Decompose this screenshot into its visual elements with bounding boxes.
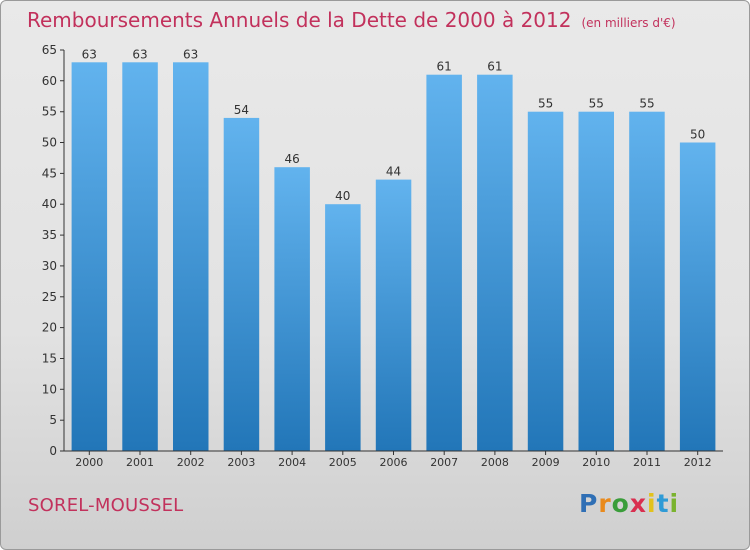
x-tick-label: 2008: [481, 456, 509, 469]
bar-2005: [325, 204, 361, 451]
y-tick-label: 60: [42, 74, 57, 88]
bar-2008: [477, 74, 513, 451]
bar-2000: [71, 62, 108, 452]
value-label: 44: [386, 165, 401, 179]
x-tick-label: 2004: [278, 456, 306, 469]
value-label: 55: [538, 97, 553, 111]
x-tick-label: 2011: [633, 456, 661, 469]
chart-title: Remboursements Annuels de la Dette de 20…: [27, 8, 676, 32]
logo-letter: o: [611, 489, 630, 518]
proxiti-logo: Proxiti: [579, 489, 679, 518]
bar-2007: [426, 74, 462, 451]
bar-2012: [679, 142, 716, 451]
y-tick-label: 0: [49, 444, 57, 458]
y-tick-label: 65: [42, 43, 57, 57]
x-tick-label: 2007: [430, 456, 458, 469]
y-tick-label: 35: [42, 228, 57, 242]
y-tick-label: 10: [42, 382, 57, 396]
logo-letter: i: [669, 489, 680, 518]
bar-2003: [223, 117, 260, 452]
logo-letter: i: [647, 489, 657, 518]
value-label: 46: [284, 152, 299, 166]
title-text: Remboursements Annuels de la Dette de 20…: [27, 8, 572, 32]
value-label: 63: [82, 47, 97, 61]
logo-letter: r: [598, 489, 612, 518]
value-label: 55: [589, 97, 604, 111]
x-tick-label: 2003: [227, 456, 255, 469]
x-tick-label: 2006: [380, 456, 408, 469]
y-tick-label: 30: [42, 259, 57, 273]
bar-2009: [527, 111, 564, 451]
y-tick-label: 55: [42, 105, 57, 119]
logo-letter: x: [629, 489, 647, 518]
y-tick-label: 50: [42, 136, 57, 150]
y-tick-label: 25: [42, 290, 57, 304]
bar-2001: [122, 62, 158, 452]
x-tick-label: 2000: [75, 456, 103, 469]
y-tick-label: 45: [42, 166, 57, 180]
value-label: 61: [487, 60, 502, 74]
value-label: 55: [639, 97, 654, 111]
x-tick-label: 2002: [177, 456, 205, 469]
x-tick-label: 2009: [532, 456, 560, 469]
value-label: 63: [183, 47, 198, 61]
value-label: 50: [690, 128, 705, 142]
x-tick-label: 2010: [582, 456, 610, 469]
bar-2010: [578, 111, 614, 451]
value-label: 61: [437, 60, 452, 74]
x-tick-label: 2012: [684, 456, 712, 469]
y-tick-label: 40: [42, 197, 57, 211]
value-label: 54: [234, 103, 249, 117]
y-tick-label: 5: [49, 413, 57, 427]
value-label: 40: [335, 189, 350, 203]
y-tick-label: 20: [42, 321, 57, 335]
bar-2004: [274, 167, 310, 451]
x-tick-label: 2001: [126, 456, 154, 469]
logo-letter: P: [579, 489, 599, 518]
y-tick-label: 15: [42, 352, 57, 366]
unit-note: (en milliers d'€): [581, 16, 676, 30]
bar-2006: [375, 179, 412, 451]
bar-2002: [173, 62, 209, 452]
value-label: 63: [132, 47, 147, 61]
logo-letter: t: [656, 489, 670, 518]
bar-2011: [629, 111, 665, 451]
x-tick-label: 2005: [329, 456, 357, 469]
commune-name: SOREL-MOUSSEL: [28, 495, 184, 516]
